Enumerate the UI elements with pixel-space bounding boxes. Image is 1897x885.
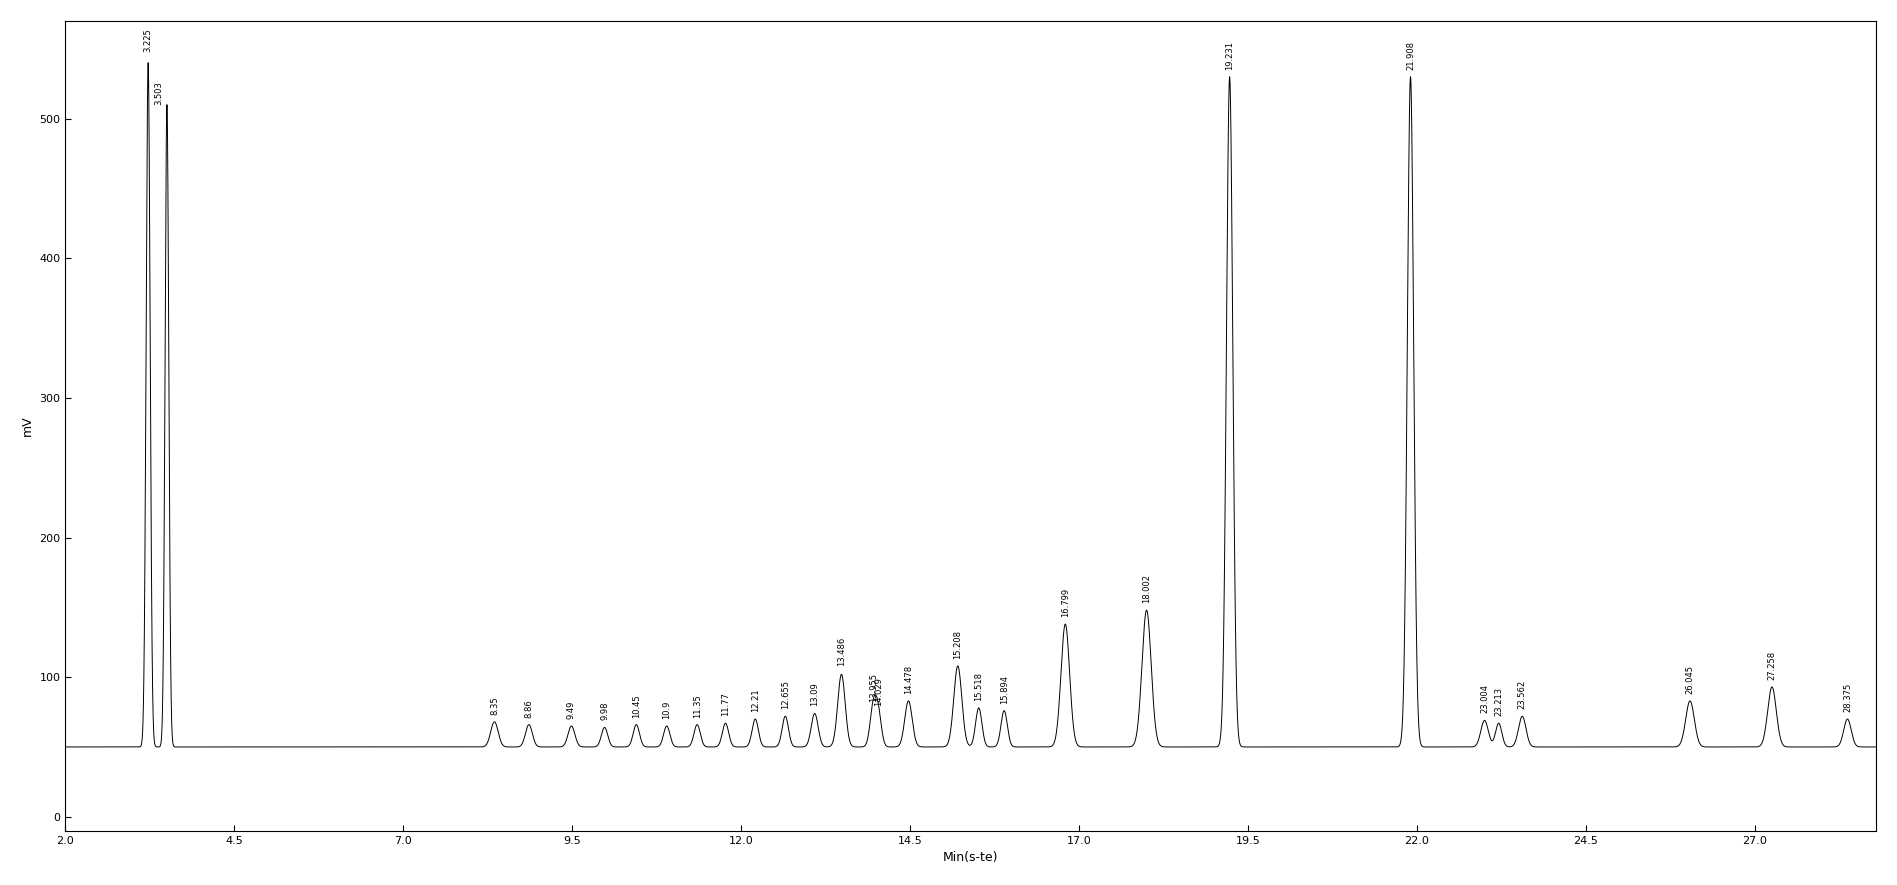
Text: 15.518: 15.518 (975, 672, 983, 701)
Text: 11.35: 11.35 (692, 694, 702, 718)
Text: 8.35: 8.35 (489, 696, 499, 715)
Text: 14.029: 14.029 (875, 678, 882, 706)
Text: 28.375: 28.375 (1844, 683, 1851, 712)
Text: 9.98: 9.98 (599, 702, 609, 720)
Text: 19.231: 19.231 (1225, 41, 1235, 70)
X-axis label: Min(s-te): Min(s-te) (943, 851, 998, 864)
Text: 26.045: 26.045 (1686, 665, 1694, 694)
Text: 14.478: 14.478 (905, 665, 912, 694)
Text: 23.562: 23.562 (1518, 681, 1527, 709)
Text: 10.45: 10.45 (632, 694, 641, 718)
Text: 15.894: 15.894 (1000, 674, 1009, 704)
Text: 3.503: 3.503 (154, 81, 163, 104)
Text: 12.655: 12.655 (782, 681, 789, 709)
Text: 27.258: 27.258 (1768, 650, 1776, 680)
Text: 13.09: 13.09 (810, 682, 820, 706)
Text: 8.86: 8.86 (524, 699, 533, 718)
Text: 11.77: 11.77 (721, 692, 730, 716)
Text: 16.799: 16.799 (1060, 588, 1070, 617)
Text: 15.208: 15.208 (954, 630, 962, 659)
Text: 23.213: 23.213 (1495, 687, 1502, 716)
Text: 3.225: 3.225 (144, 27, 152, 51)
Text: 13.486: 13.486 (837, 636, 846, 666)
Text: 9.49: 9.49 (567, 701, 577, 719)
Text: 13.955: 13.955 (869, 673, 878, 703)
Text: 18.002: 18.002 (1142, 574, 1151, 604)
Text: 21.908: 21.908 (1406, 41, 1415, 70)
Y-axis label: mV: mV (21, 415, 34, 436)
Text: 23.004: 23.004 (1480, 684, 1489, 713)
Text: 10.9: 10.9 (662, 701, 672, 719)
Text: 12.21: 12.21 (751, 689, 759, 712)
